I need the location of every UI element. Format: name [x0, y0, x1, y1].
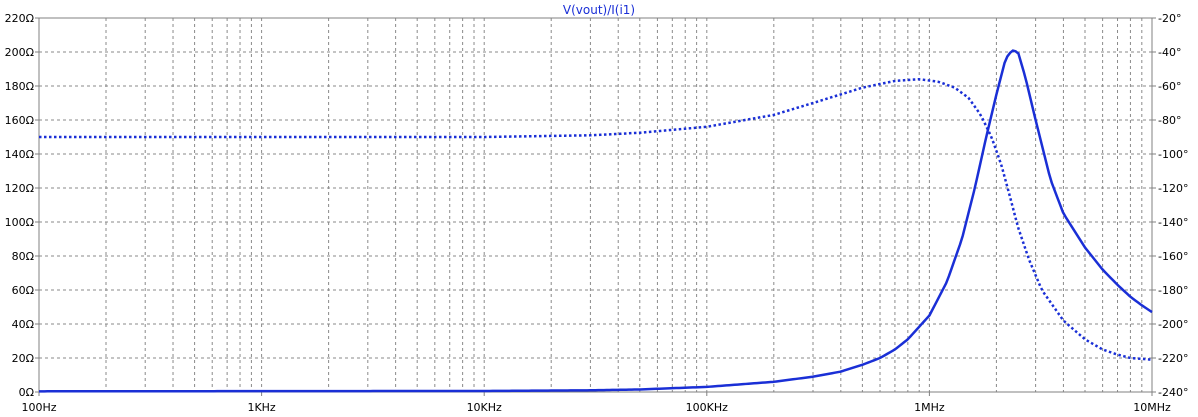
y-right-tick-label: -240°	[1158, 386, 1188, 399]
x-tick-label: 10MHz	[1133, 401, 1171, 414]
y-right-tick-label: -120°	[1158, 182, 1188, 195]
y-left-tick-label: 180Ω	[5, 80, 34, 93]
y-left-tick-label: 220Ω	[5, 12, 34, 25]
y-right-tick-label: -80°	[1158, 114, 1181, 127]
y-left-tick-label: 200Ω	[5, 46, 34, 59]
y-right-tick-label: -140°	[1158, 216, 1188, 229]
y-left-axis-ticks: 0Ω 20Ω 40Ω 60Ω 80Ω 100Ω 120Ω 140Ω 160Ω 180Ω 200Ω 22…	[5, 12, 39, 399]
y-right-tick-label: -180°	[1158, 284, 1188, 297]
y-left-tick-label: 120Ω	[5, 182, 34, 195]
x-tick-label: 10KHz	[467, 401, 502, 414]
y-left-tick-label: 80Ω	[12, 250, 34, 263]
y-right-tick-label: -220°	[1158, 352, 1188, 365]
phase-series-line	[39, 78, 1153, 361]
y-left-tick-label: 0Ω	[19, 386, 34, 399]
y-right-tick-label: -20°	[1158, 12, 1181, 25]
plot-frame	[38, 17, 1153, 393]
y-right-tick-label: -200°	[1158, 318, 1188, 331]
y-right-axis-ticks: -20° -40° -60° -80° -100° -120° -140° -160° -180…	[1152, 12, 1188, 399]
x-tick-label: 100Hz	[21, 401, 56, 414]
chart-title: V(vout)/I(i1)	[563, 3, 635, 17]
x-tick-label: 1KHz	[247, 401, 275, 414]
series-group	[39, 49, 1153, 393]
x-tick-label: 1MHz	[914, 401, 945, 414]
y-right-tick-label: -40°	[1158, 46, 1181, 59]
y-left-tick-label: 60Ω	[12, 284, 34, 297]
y-right-tick-label: -60°	[1158, 80, 1181, 93]
y-left-tick-label: 20Ω	[12, 352, 34, 365]
x-tick-label: 100KHz	[686, 401, 728, 414]
y-left-tick-label: 40Ω	[12, 318, 34, 331]
y-left-tick-label: 100Ω	[5, 216, 34, 229]
y-left-tick-label: 160Ω	[5, 114, 34, 127]
x-axis-ticks: 100Hz 1KHz 10KHz 100KHz 1MHz 10MHz	[21, 392, 1171, 414]
y-left-tick-label: 140Ω	[5, 148, 34, 161]
grid-lines	[39, 18, 1152, 392]
magnitude-series-line	[39, 49, 1153, 393]
y-right-tick-label: -100°	[1158, 148, 1188, 161]
y-right-tick-label: -160°	[1158, 250, 1188, 263]
